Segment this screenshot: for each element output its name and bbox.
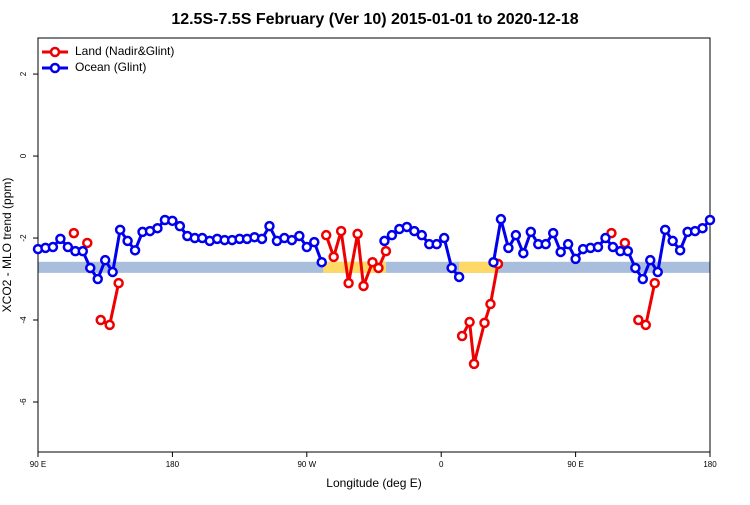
point bbox=[373, 262, 384, 274]
point bbox=[68, 227, 80, 239]
y-axis-label: XCO2 - MLO trend (ppm) bbox=[0, 178, 14, 313]
x-tick-label: 0 bbox=[439, 460, 444, 469]
point bbox=[649, 277, 660, 289]
point bbox=[104, 319, 115, 331]
point bbox=[640, 319, 652, 331]
point bbox=[95, 314, 106, 326]
point bbox=[85, 262, 96, 274]
point bbox=[453, 271, 465, 283]
point bbox=[358, 280, 369, 292]
point bbox=[485, 298, 496, 310]
point bbox=[328, 251, 339, 263]
point bbox=[633, 314, 644, 326]
point bbox=[77, 245, 89, 257]
point bbox=[622, 245, 634, 257]
point bbox=[456, 330, 468, 342]
point bbox=[380, 245, 392, 257]
point bbox=[316, 256, 327, 268]
point bbox=[659, 224, 671, 236]
point bbox=[525, 226, 537, 238]
point bbox=[386, 229, 398, 241]
point bbox=[174, 220, 186, 232]
point bbox=[107, 266, 118, 278]
point bbox=[55, 233, 66, 245]
point bbox=[600, 232, 611, 244]
point bbox=[294, 230, 305, 242]
point bbox=[352, 228, 363, 240]
point bbox=[510, 229, 522, 241]
point bbox=[167, 215, 178, 227]
point bbox=[343, 277, 354, 289]
point bbox=[256, 233, 268, 245]
point bbox=[367, 256, 378, 268]
point bbox=[495, 213, 507, 225]
legend-marker bbox=[49, 62, 61, 74]
point bbox=[446, 262, 457, 274]
legend-label: Ocean (Glint) bbox=[75, 60, 146, 74]
band-highlight bbox=[323, 261, 386, 273]
point bbox=[570, 253, 581, 265]
point bbox=[401, 221, 413, 233]
point bbox=[503, 242, 514, 254]
point bbox=[645, 254, 656, 266]
chart-title: 12.5S-7.5S February (Ver 10) 2015-01-01 … bbox=[171, 11, 578, 28]
point bbox=[309, 236, 320, 248]
legend-label: Land (Nadir&Glint) bbox=[75, 44, 174, 58]
point bbox=[607, 241, 619, 253]
point bbox=[320, 229, 332, 241]
y-tick-label: 0 bbox=[19, 153, 28, 158]
point bbox=[122, 235, 133, 247]
band-highlight bbox=[459, 261, 498, 273]
point bbox=[286, 234, 298, 246]
point bbox=[82, 237, 93, 249]
point bbox=[379, 235, 390, 247]
point bbox=[674, 245, 686, 256]
point bbox=[667, 235, 678, 247]
x-tick-label: 180 bbox=[166, 460, 180, 469]
y-tick-label: -4 bbox=[19, 316, 28, 324]
y-tick-label: -2 bbox=[19, 234, 28, 242]
x-tick-label: 180 bbox=[703, 460, 717, 469]
point bbox=[129, 245, 141, 256]
point bbox=[152, 222, 163, 234]
x-tick-label: 90 E bbox=[30, 460, 46, 469]
x-axis-label: Longitude (deg E) bbox=[326, 476, 421, 490]
point bbox=[619, 237, 631, 249]
point bbox=[697, 222, 708, 234]
point bbox=[592, 241, 604, 253]
point bbox=[630, 262, 641, 274]
point bbox=[637, 273, 649, 285]
point bbox=[113, 277, 124, 289]
point bbox=[547, 227, 559, 239]
point bbox=[562, 238, 574, 250]
point bbox=[704, 214, 716, 226]
point bbox=[431, 238, 442, 250]
point bbox=[409, 225, 420, 237]
point bbox=[438, 232, 450, 244]
point bbox=[47, 241, 59, 253]
y-tick-label: -6 bbox=[19, 398, 28, 406]
point bbox=[264, 220, 275, 232]
x-tick-label: 90 E bbox=[567, 460, 583, 469]
x-tick-label: 90 W bbox=[297, 460, 316, 469]
point bbox=[555, 246, 566, 258]
point bbox=[99, 254, 111, 266]
point bbox=[335, 225, 347, 237]
point bbox=[114, 224, 126, 236]
point bbox=[479, 317, 490, 329]
point bbox=[518, 247, 529, 259]
point bbox=[540, 238, 551, 250]
point bbox=[301, 241, 313, 253]
point bbox=[416, 229, 428, 241]
point bbox=[92, 273, 103, 285]
legend-marker bbox=[49, 46, 61, 58]
point bbox=[468, 358, 480, 370]
y-tick-label: 2 bbox=[19, 71, 28, 76]
point bbox=[464, 316, 475, 328]
point bbox=[488, 256, 499, 268]
point bbox=[62, 241, 74, 253]
point bbox=[652, 266, 663, 278]
